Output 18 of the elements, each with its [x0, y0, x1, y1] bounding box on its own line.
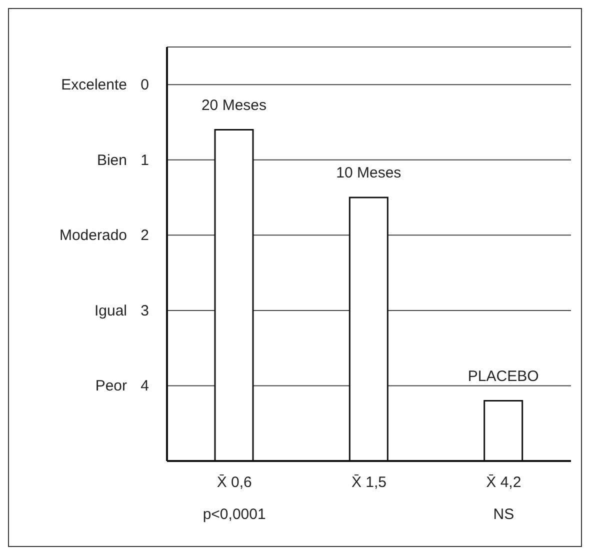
text: Moderado: [59, 227, 127, 244]
annotation: 20 Meses: [201, 96, 267, 114]
annotation: PLACEBO: [468, 368, 539, 385]
y-tick-label: 2: [140, 227, 149, 244]
text: p<0,0001: [202, 506, 266, 523]
y-tick-label: 4: [140, 378, 149, 395]
text: Igual: [94, 302, 127, 320]
y-tick-label: 0: [140, 76, 149, 94]
text: NS: [493, 506, 514, 523]
x-tick-label: X̄ 4,2: [486, 474, 522, 491]
x-tick-label: X̄ 0,6: [216, 474, 252, 491]
y-tick-label: 3: [140, 302, 149, 320]
text: Bien: [96, 152, 127, 169]
annotation: 10 Meses: [336, 164, 402, 182]
text: Peor: [95, 378, 127, 395]
text: Excelente: [61, 76, 127, 94]
y-tick-label: 1: [140, 152, 149, 169]
x-tick-label: X̄ 1,5: [351, 474, 387, 491]
